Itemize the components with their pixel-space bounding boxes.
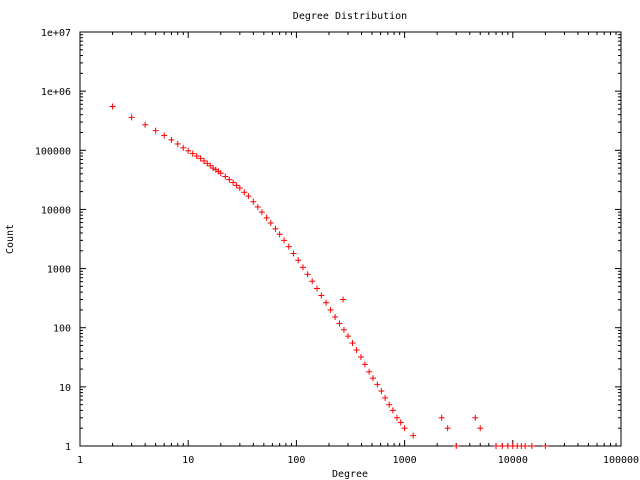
data-point	[366, 368, 373, 375]
data-point	[258, 209, 265, 216]
data-point	[401, 425, 408, 432]
data-point	[263, 214, 270, 221]
x-axis-label: Degree	[332, 469, 368, 480]
data-point	[353, 346, 360, 353]
data-point	[542, 443, 549, 449]
data-point	[281, 237, 288, 244]
data-point	[174, 140, 181, 147]
data-point	[201, 157, 208, 164]
data-point	[410, 432, 417, 439]
data-point	[185, 147, 192, 154]
data-point	[477, 425, 484, 432]
data-point	[361, 361, 368, 368]
y-tick-label: 10000	[41, 205, 71, 216]
data-point	[528, 443, 535, 449]
x-tick-label: 10	[182, 455, 194, 466]
data-point	[295, 257, 302, 264]
data-point	[386, 401, 393, 408]
x-tick-label: 1	[77, 455, 83, 466]
data-point	[336, 320, 343, 327]
data-point	[250, 198, 257, 205]
data-point	[453, 443, 460, 449]
y-axis-label: Count	[5, 224, 16, 254]
data-point	[161, 132, 168, 139]
data-point	[236, 185, 243, 192]
data-point	[493, 443, 500, 449]
data-point	[222, 173, 229, 180]
y-tick-label: 100	[53, 324, 71, 335]
data-point	[193, 153, 200, 160]
data-point	[340, 296, 347, 303]
data-point	[327, 306, 334, 313]
data-point	[323, 299, 330, 306]
x-tick-label: 100000	[603, 455, 639, 466]
y-tick-label: 100000	[35, 146, 71, 157]
data-point	[217, 170, 224, 177]
data-point	[109, 103, 116, 110]
data-point	[189, 150, 196, 157]
data-point	[226, 176, 233, 183]
data-point	[318, 292, 325, 299]
data-point	[389, 407, 396, 414]
data-point	[522, 443, 529, 449]
data-point	[290, 250, 297, 257]
data-point	[340, 326, 347, 333]
y-tick-label: 1	[65, 442, 71, 453]
data-point	[128, 114, 135, 121]
x-tick-label: 1000	[393, 455, 417, 466]
y-tick-label: 10	[59, 383, 71, 394]
chart-title: Degree Distribution	[293, 11, 407, 22]
data-point	[438, 414, 445, 421]
data-point	[357, 353, 364, 360]
data-point	[304, 271, 311, 278]
data-point	[276, 231, 283, 238]
data-point	[499, 443, 506, 449]
data-point	[230, 179, 237, 186]
data-point	[180, 144, 187, 151]
data-point	[393, 414, 400, 421]
x-tick-label: 100	[287, 455, 305, 466]
y-tick-label: 1000	[47, 265, 71, 276]
data-point	[378, 388, 385, 395]
data-point	[168, 136, 175, 143]
data-point	[233, 182, 240, 189]
data-point	[254, 203, 261, 210]
data-point	[332, 313, 339, 320]
data-point	[299, 264, 306, 271]
data-point	[285, 243, 292, 250]
data-point	[444, 425, 451, 432]
data-point	[349, 340, 356, 347]
data-point	[142, 121, 149, 128]
data-point	[309, 278, 316, 285]
x-axis: 1 10 100 1000 10000 100000	[77, 32, 639, 466]
data-point	[267, 219, 274, 226]
data-point	[245, 193, 252, 200]
data-points	[109, 103, 549, 449]
y-axis: 1 10 100 1000 10000 100000 1e+06 1e+07	[35, 28, 621, 453]
data-point	[472, 414, 479, 421]
data-point	[241, 189, 248, 196]
y-tick-label: 1e+07	[41, 28, 71, 39]
data-point	[345, 333, 352, 340]
data-point	[313, 285, 320, 292]
data-point	[272, 225, 279, 232]
data-point	[152, 127, 159, 134]
y-tick-label: 1e+06	[41, 87, 71, 98]
plot-frame	[79, 31, 622, 447]
data-point	[374, 381, 381, 388]
data-point	[397, 419, 404, 426]
data-point	[204, 160, 211, 167]
data-point	[369, 375, 376, 382]
data-point	[382, 394, 389, 401]
data-point	[197, 155, 204, 162]
x-tick-label: 10000	[498, 455, 528, 466]
